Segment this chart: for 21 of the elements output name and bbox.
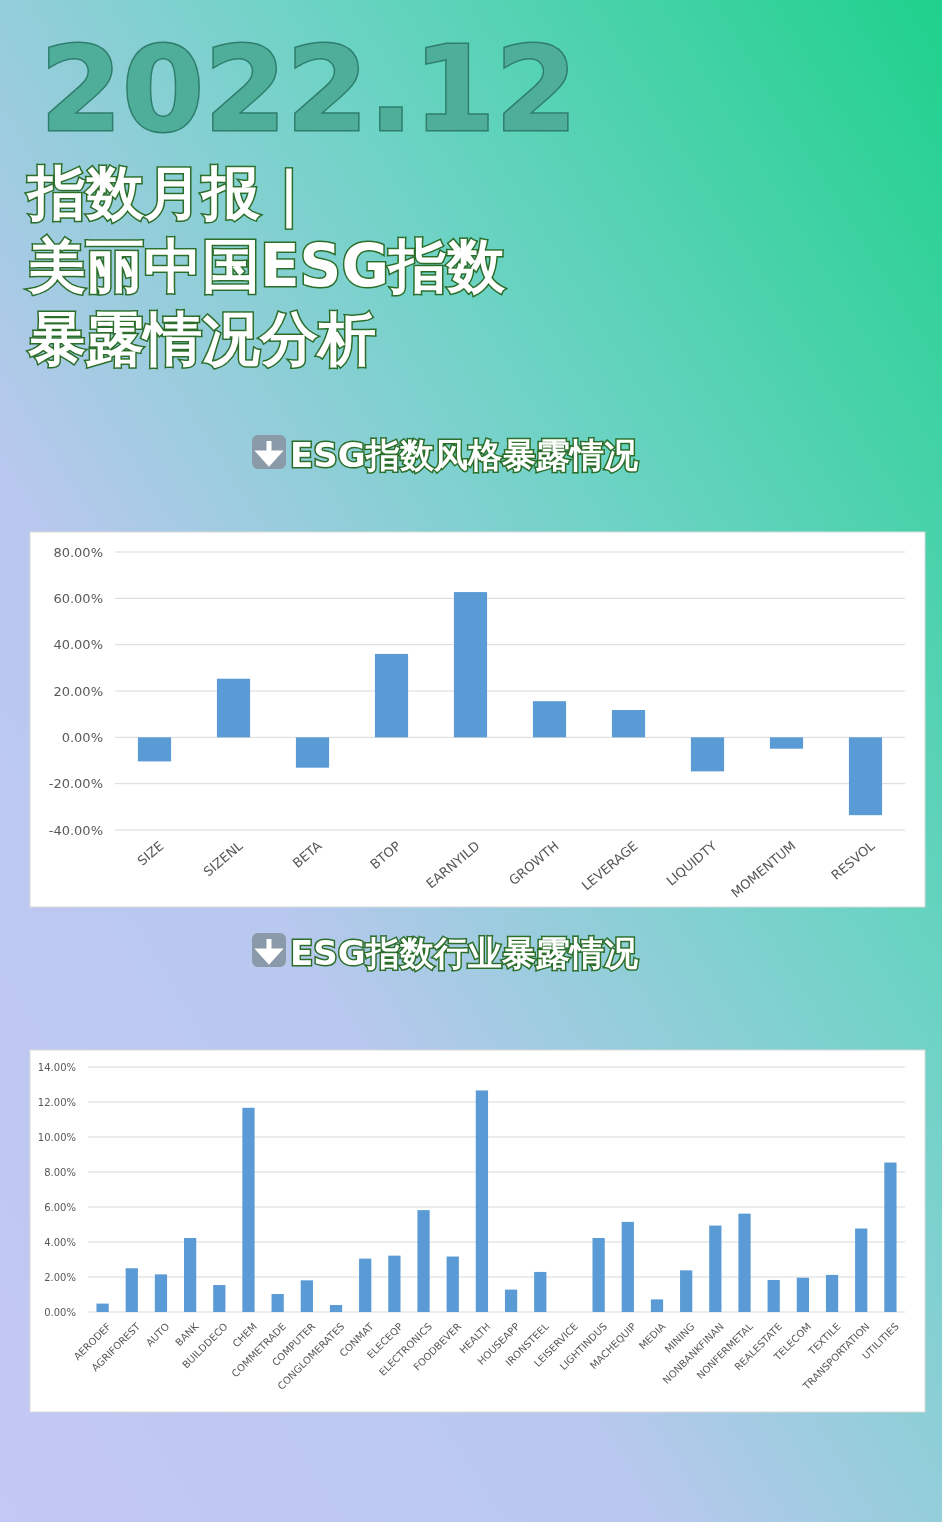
y-tick-label: 40.00% (53, 637, 103, 653)
y-tick-label: 20.00% (53, 683, 103, 699)
y-tick-label: 6.00% (44, 1201, 76, 1213)
y-tick-label: 60.00% (53, 590, 103, 606)
chart-title: ESG指数风格暴露情况 (290, 435, 639, 475)
annotation: 美丽中国ESG指数 (28, 232, 505, 300)
y-tick-label: 80.00% (53, 544, 103, 560)
annotation: 2022.12 (40, 20, 578, 158)
y-tick-label: 0.00% (61, 729, 103, 745)
y-tick-label: -20.00% (48, 776, 103, 792)
y-tick-label: 8.00% (44, 1166, 76, 1178)
chart-title: ESG指数行业暴露情况 (290, 933, 639, 973)
annotation: 指数月报｜ (28, 159, 317, 227)
y-tick-label: 0.00% (44, 1306, 76, 1318)
y-tick-label: 2.00% (44, 1271, 76, 1283)
y-tick-label: 12.00% (37, 1096, 76, 1108)
y-tick-label: 14.00% (37, 1061, 76, 1073)
y-tick-label: 10.00% (37, 1131, 76, 1143)
y-tick-label: -40.00% (48, 822, 103, 838)
annotation: 暴露情况分析 (28, 305, 376, 373)
y-tick-label: 4.00% (44, 1236, 76, 1248)
